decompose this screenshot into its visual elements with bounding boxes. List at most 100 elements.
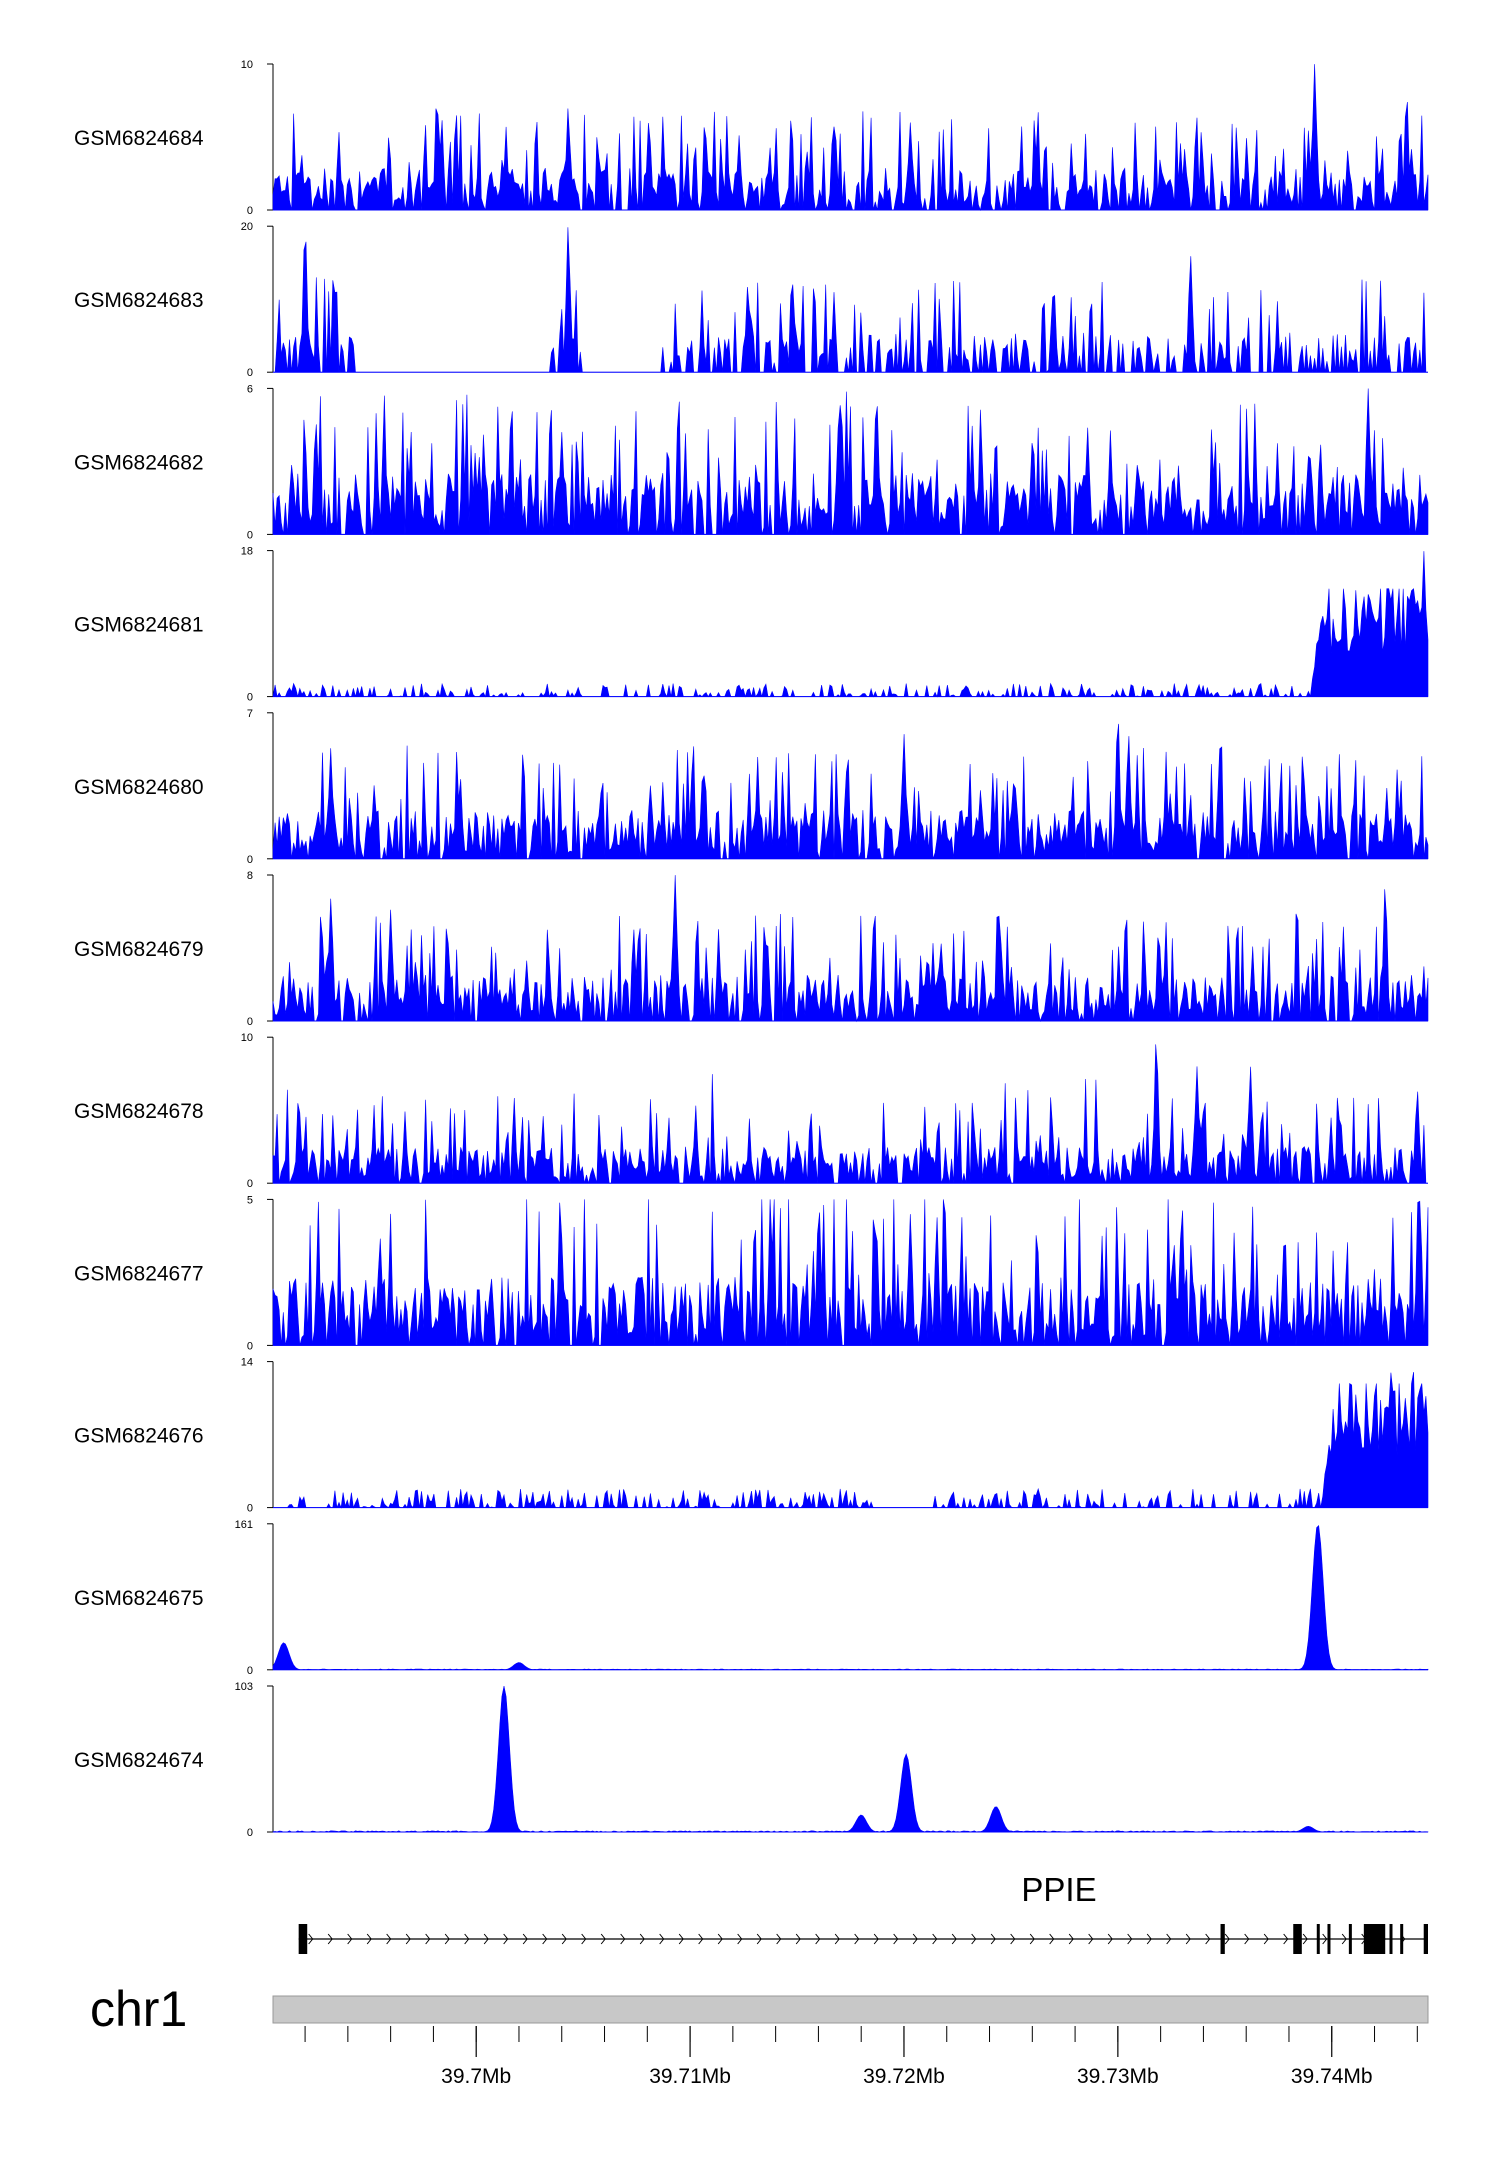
strand-arrow-icon bbox=[308, 1933, 314, 1945]
track-label: GSM6824678 bbox=[74, 1100, 204, 1123]
strand-arrow-icon bbox=[425, 1933, 431, 1945]
strand-arrow-icon bbox=[1068, 1933, 1074, 1945]
coverage-area bbox=[272, 1524, 1429, 1671]
signal-tracks: GSM6824684100GSM6824683200GSM682468260GS… bbox=[74, 59, 1429, 1839]
strand-arrow-icon bbox=[444, 1933, 450, 1945]
y-axis-max-label: 6 bbox=[247, 383, 253, 395]
strand-arrow-icon bbox=[1185, 1933, 1191, 1945]
coverage-area bbox=[272, 1685, 1429, 1833]
track-GSM6824674: GSM6824674 103 0 bbox=[74, 1681, 1429, 1839]
strand-arrow-icon bbox=[717, 1933, 723, 1945]
y-axis-max-label: 8 bbox=[247, 870, 253, 882]
strand-arrow-icon bbox=[1244, 1933, 1250, 1945]
strand-arrow-icon bbox=[873, 1933, 879, 1945]
strand-arrow-icon bbox=[1263, 1933, 1269, 1945]
strand-arrow-icon bbox=[1029, 1933, 1035, 1945]
track-label: GSM6824681 bbox=[74, 614, 204, 637]
strand-arrow-icon bbox=[1283, 1933, 1289, 1945]
y-axis-min-label: 0 bbox=[247, 1503, 253, 1515]
strand-arrow-icon bbox=[1322, 1933, 1328, 1945]
coverage-area bbox=[272, 388, 1429, 535]
coverage-area bbox=[273, 227, 1428, 373]
strand-arrow-icon bbox=[405, 1933, 411, 1945]
gene-exon bbox=[1363, 1924, 1386, 1954]
strand-arrow-icon bbox=[932, 1933, 938, 1945]
x-tick-label: 39.7Mb bbox=[441, 2065, 511, 2088]
strand-arrow-icon bbox=[620, 1933, 626, 1945]
strand-arrow-icon bbox=[581, 1933, 587, 1945]
y-axis-min-label: 0 bbox=[247, 692, 253, 704]
strand-arrow-icon bbox=[737, 1933, 743, 1945]
y-axis-min-label: 0 bbox=[247, 1178, 253, 1190]
track-GSM6824682: GSM6824682 6 0 bbox=[74, 383, 1429, 541]
gene-exon bbox=[1327, 1924, 1331, 1954]
strand-arrow-icon bbox=[990, 1933, 996, 1945]
strand-arrow-icon bbox=[893, 1933, 899, 1945]
chromosome-ideogram: chr1 bbox=[90, 1981, 1429, 2037]
coverage-area bbox=[272, 551, 1429, 698]
track-GSM6824680: GSM6824680 7 0 bbox=[74, 708, 1429, 866]
coverage-area bbox=[272, 723, 1429, 860]
gene-exon bbox=[298, 1924, 308, 1954]
strand-arrow-icon bbox=[678, 1933, 684, 1945]
strand-arrow-icon bbox=[971, 1933, 977, 1945]
strand-arrow-icon bbox=[756, 1933, 762, 1945]
strand-arrow-icon bbox=[698, 1933, 704, 1945]
strand-arrow-icon bbox=[327, 1933, 333, 1945]
strand-arrow-icon bbox=[1107, 1933, 1113, 1945]
gene-name-label: PPIE bbox=[1021, 1871, 1096, 1908]
coverage-area bbox=[272, 875, 1429, 1023]
strand-arrow-icon bbox=[815, 1933, 821, 1945]
y-axis-max-label: 20 bbox=[241, 221, 253, 233]
track-label: GSM6824680 bbox=[74, 776, 204, 799]
y-axis-min-label: 0 bbox=[247, 529, 253, 541]
gene-annotation-track: PPIE bbox=[298, 1871, 1428, 1954]
y-axis-max-label: 14 bbox=[241, 1357, 253, 1369]
strand-arrow-icon bbox=[776, 1933, 782, 1945]
coverage-area bbox=[272, 1199, 1429, 1346]
strand-arrow-icon bbox=[366, 1933, 372, 1945]
coverage-area bbox=[272, 64, 1429, 212]
y-axis-min-label: 0 bbox=[247, 854, 253, 866]
track-label: GSM6824677 bbox=[74, 1262, 204, 1285]
strand-arrow-icon bbox=[600, 1933, 606, 1945]
x-tick-label: 39.73Mb bbox=[1077, 2065, 1159, 2088]
strand-arrow-icon bbox=[1127, 1933, 1133, 1945]
strand-arrow-icon bbox=[951, 1933, 957, 1945]
strand-arrow-icon bbox=[1205, 1933, 1211, 1945]
track-label: GSM6824674 bbox=[74, 1749, 204, 1772]
gene-exon bbox=[1348, 1924, 1352, 1954]
gene-exon bbox=[1400, 1924, 1404, 1954]
gene-exon bbox=[1389, 1924, 1393, 1954]
y-axis-max-label: 103 bbox=[235, 1681, 253, 1693]
gene-exon bbox=[1316, 1924, 1320, 1954]
track-label: GSM6824676 bbox=[74, 1425, 204, 1448]
strand-arrow-icon bbox=[561, 1933, 567, 1945]
y-axis-max-label: 7 bbox=[247, 708, 253, 720]
track-GSM6824675: GSM6824675 161 0 bbox=[74, 1519, 1429, 1677]
y-axis-min-label: 0 bbox=[247, 1340, 253, 1352]
track-GSM6824684: GSM6824684 10 0 bbox=[74, 59, 1429, 217]
y-axis-max-label: 18 bbox=[241, 546, 253, 558]
track-label: GSM6824684 bbox=[74, 127, 204, 150]
chromosome-label: chr1 bbox=[90, 1981, 187, 2037]
strand-arrow-icon bbox=[639, 1933, 645, 1945]
track-label: GSM6824679 bbox=[74, 938, 204, 961]
strand-arrow-icon bbox=[1049, 1933, 1055, 1945]
track-label: GSM6824683 bbox=[74, 289, 204, 312]
gene-exon bbox=[1423, 1924, 1428, 1954]
x-tick-label: 39.74Mb bbox=[1291, 2065, 1373, 2088]
y-axis-max-label: 5 bbox=[247, 1194, 253, 1206]
strand-arrow-icon bbox=[795, 1933, 801, 1945]
strand-arrow-icon bbox=[1166, 1933, 1172, 1945]
track-GSM6824677: GSM6824677 5 0 bbox=[74, 1194, 1429, 1352]
y-axis-min-label: 0 bbox=[247, 205, 253, 217]
strand-arrow-icon bbox=[542, 1933, 548, 1945]
track-label: GSM6824682 bbox=[74, 451, 204, 474]
strand-arrow-icon bbox=[522, 1933, 528, 1945]
y-axis-min-label: 0 bbox=[247, 1665, 253, 1677]
strand-arrow-icon bbox=[1341, 1933, 1347, 1945]
strand-arrow-icon bbox=[347, 1933, 353, 1945]
coverage-area bbox=[273, 1372, 1429, 1509]
